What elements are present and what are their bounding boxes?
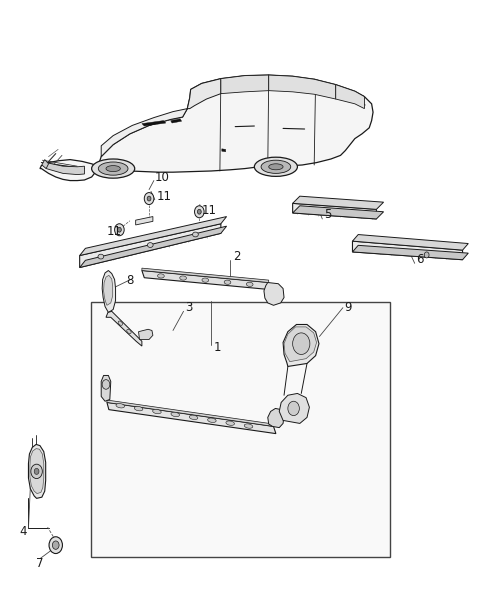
Polygon shape xyxy=(142,268,269,282)
Polygon shape xyxy=(107,400,274,427)
Ellipse shape xyxy=(127,329,131,334)
Polygon shape xyxy=(142,121,166,126)
Polygon shape xyxy=(352,241,463,260)
Polygon shape xyxy=(269,75,336,99)
Polygon shape xyxy=(336,85,364,109)
Polygon shape xyxy=(293,206,384,219)
Polygon shape xyxy=(136,216,153,225)
Ellipse shape xyxy=(98,254,104,259)
Polygon shape xyxy=(106,311,142,346)
Polygon shape xyxy=(142,270,271,290)
Circle shape xyxy=(34,468,39,474)
Ellipse shape xyxy=(134,406,143,411)
Circle shape xyxy=(288,401,300,416)
Circle shape xyxy=(49,537,62,554)
Circle shape xyxy=(197,209,201,214)
Polygon shape xyxy=(101,109,187,157)
Polygon shape xyxy=(264,282,284,305)
Polygon shape xyxy=(80,216,227,255)
Polygon shape xyxy=(279,394,310,424)
Polygon shape xyxy=(352,245,468,260)
Circle shape xyxy=(194,206,204,218)
Circle shape xyxy=(144,192,154,204)
Polygon shape xyxy=(352,234,468,250)
Polygon shape xyxy=(293,203,376,219)
Polygon shape xyxy=(80,226,227,267)
Ellipse shape xyxy=(157,274,164,278)
Ellipse shape xyxy=(202,278,209,282)
Ellipse shape xyxy=(171,412,180,416)
Polygon shape xyxy=(104,275,113,305)
Ellipse shape xyxy=(153,409,161,413)
Circle shape xyxy=(118,227,121,232)
Ellipse shape xyxy=(118,321,122,325)
Polygon shape xyxy=(293,196,384,209)
Ellipse shape xyxy=(189,415,198,419)
Polygon shape xyxy=(170,119,181,123)
Polygon shape xyxy=(284,327,317,362)
Text: 7: 7 xyxy=(36,557,43,570)
Polygon shape xyxy=(222,149,226,152)
Ellipse shape xyxy=(92,159,135,178)
Polygon shape xyxy=(46,163,84,174)
Polygon shape xyxy=(139,329,153,340)
Polygon shape xyxy=(268,409,284,428)
Ellipse shape xyxy=(180,276,186,280)
Ellipse shape xyxy=(244,424,253,429)
Ellipse shape xyxy=(226,421,234,426)
Text: 3: 3 xyxy=(185,301,192,314)
Text: 8: 8 xyxy=(126,274,133,287)
Bar xyxy=(91,302,390,557)
Text: 2: 2 xyxy=(233,250,240,263)
Ellipse shape xyxy=(207,418,216,423)
Polygon shape xyxy=(30,448,44,493)
Text: 4: 4 xyxy=(20,525,27,538)
Text: 5: 5 xyxy=(324,209,332,221)
Polygon shape xyxy=(40,75,373,180)
Ellipse shape xyxy=(269,164,283,170)
Polygon shape xyxy=(42,160,48,169)
Circle shape xyxy=(52,541,59,549)
Circle shape xyxy=(115,224,124,236)
Ellipse shape xyxy=(116,403,124,408)
Ellipse shape xyxy=(98,162,128,175)
Ellipse shape xyxy=(192,232,198,237)
Text: 11: 11 xyxy=(156,191,171,203)
Text: 11: 11 xyxy=(107,225,122,238)
Ellipse shape xyxy=(147,243,153,248)
Circle shape xyxy=(31,464,42,478)
Polygon shape xyxy=(187,79,221,109)
Text: 9: 9 xyxy=(344,301,352,314)
Text: 6: 6 xyxy=(416,253,424,266)
Polygon shape xyxy=(221,75,269,94)
Polygon shape xyxy=(107,403,276,433)
Ellipse shape xyxy=(246,282,253,287)
Ellipse shape xyxy=(106,166,120,171)
Ellipse shape xyxy=(254,157,298,176)
Polygon shape xyxy=(80,224,221,267)
Polygon shape xyxy=(101,376,111,401)
Text: 11: 11 xyxy=(202,204,216,217)
Circle shape xyxy=(293,333,310,355)
Text: 1: 1 xyxy=(214,341,221,354)
Circle shape xyxy=(424,252,429,258)
Polygon shape xyxy=(102,270,116,313)
Ellipse shape xyxy=(224,280,231,284)
Ellipse shape xyxy=(261,160,291,173)
Polygon shape xyxy=(28,444,46,498)
Circle shape xyxy=(102,380,110,389)
Polygon shape xyxy=(283,325,319,367)
Text: 10: 10 xyxy=(155,171,170,184)
Circle shape xyxy=(147,196,151,201)
